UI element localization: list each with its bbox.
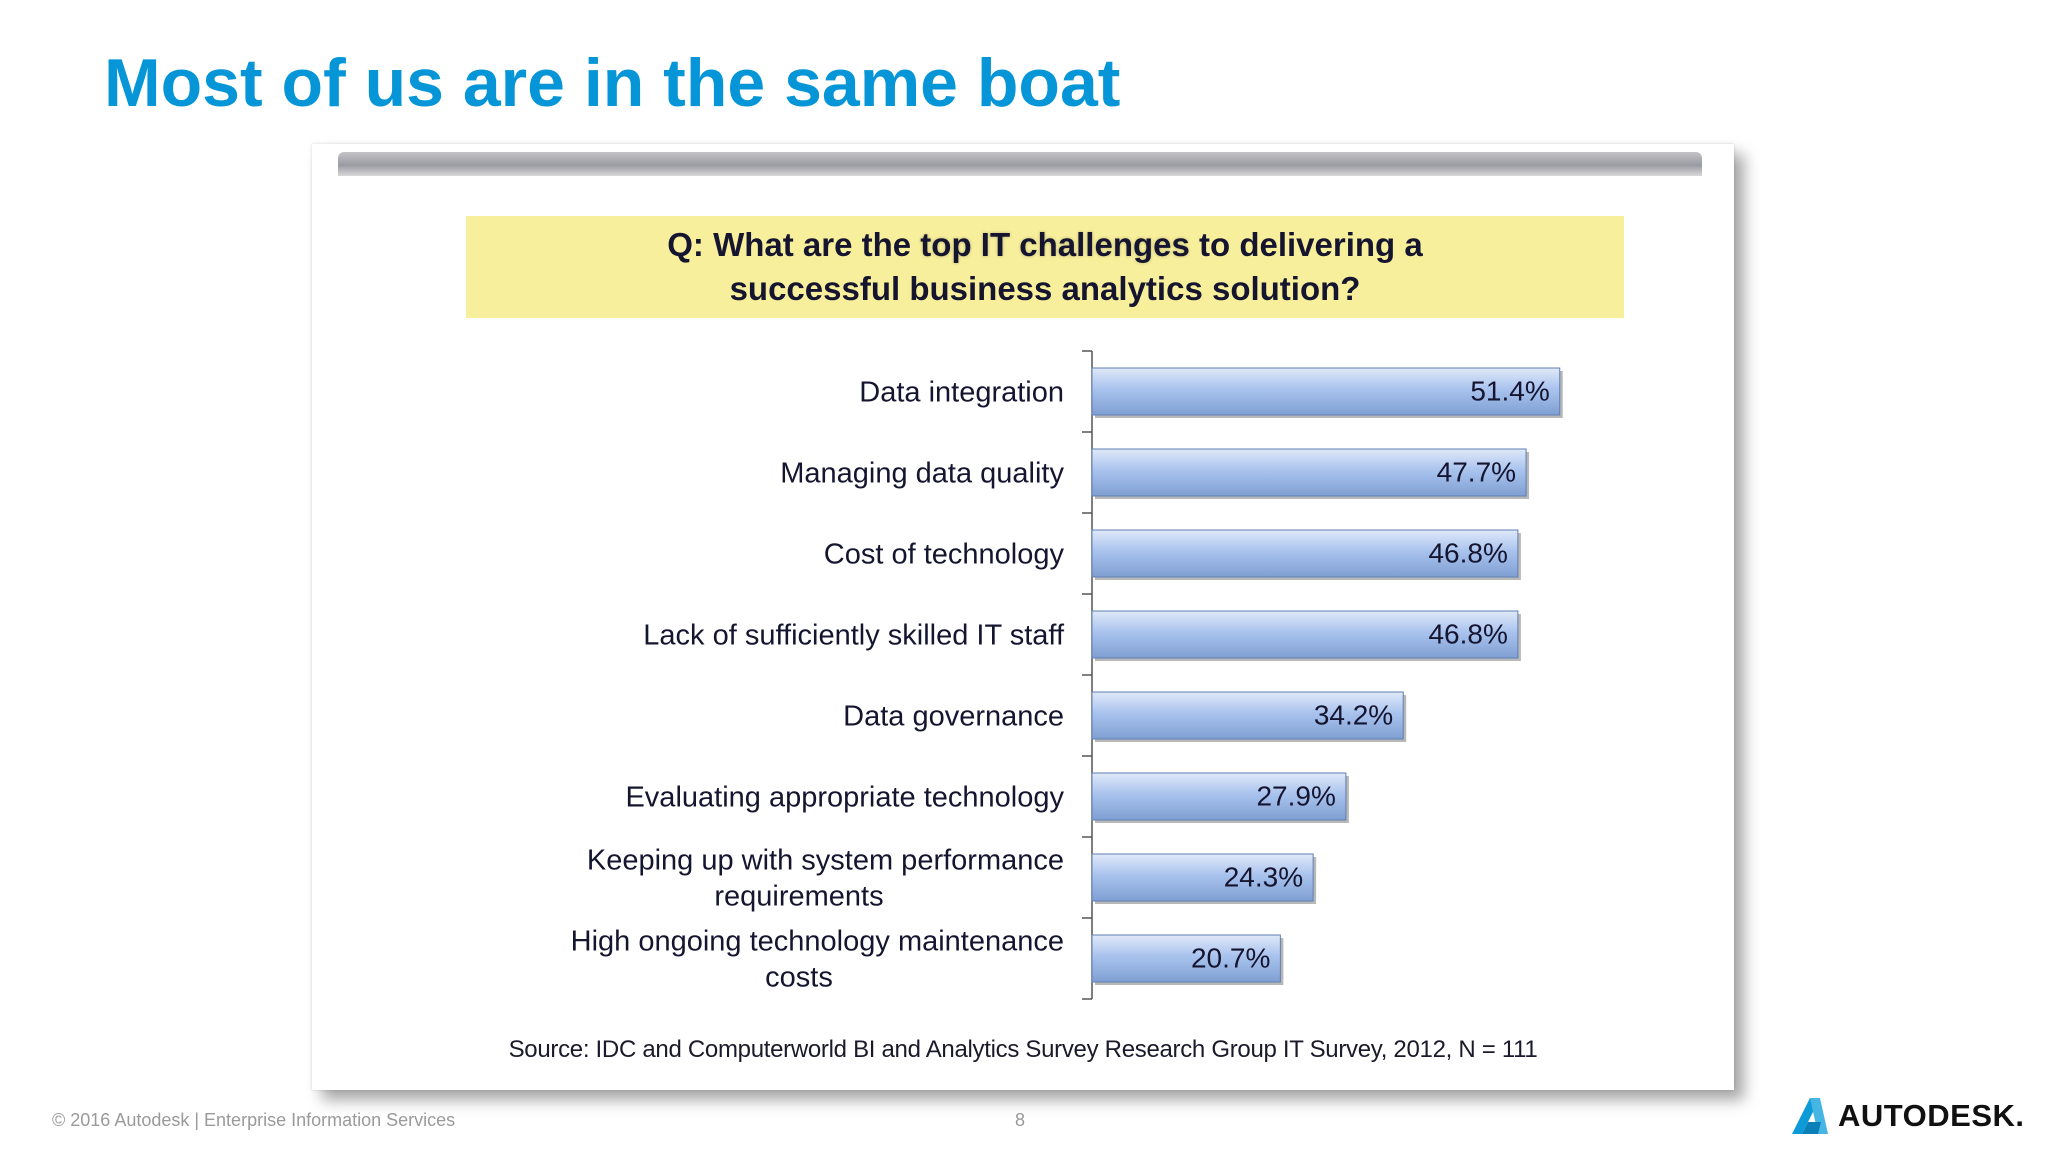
category-label: requirements (714, 881, 883, 913)
bar (1091, 529, 1519, 578)
category-label: Evaluating appropriate technology (625, 782, 1064, 814)
question-prefix: Q: What are the (667, 226, 921, 263)
category-label: Cost of technology (824, 539, 1065, 571)
bar (1091, 853, 1314, 902)
bar-value-label: 20.7% (1191, 943, 1270, 974)
bar-chart: 51.4% Data integration 47.7% Managing data … (571, 350, 1563, 1000)
category-label: Data governance (843, 701, 1064, 733)
category-label: Keeping up with system performance (587, 845, 1064, 877)
question-suffix: to delivering a (1189, 226, 1423, 263)
bar (1091, 610, 1519, 659)
question-highlight: top IT challenges (920, 226, 1190, 263)
question-line-2: successful business analytics solution? (729, 270, 1361, 307)
autodesk-logo: AUTODESK. (1790, 1096, 2025, 1136)
bar-value-label: 24.3% (1224, 862, 1303, 893)
question-text: Q: What are the top IT challenges to del… (667, 223, 1422, 311)
category-label: costs (765, 962, 833, 994)
bar (1091, 367, 1561, 416)
category-label: Lack of sufficiently skilled IT staff (643, 620, 1065, 652)
chart-panel: Q: What are the top IT challenges to del… (312, 144, 1734, 1090)
source-note: Source: IDC and Computerworld BI and Ana… (508, 1036, 1538, 1063)
bar (1091, 934, 1281, 983)
page-number: 8 (1015, 1110, 1026, 1130)
question-box: Q: What are the top IT challenges to del… (466, 216, 1624, 318)
logo-text: AUTODESK. (1838, 1098, 2025, 1133)
bar (1091, 448, 1527, 497)
bar (1091, 691, 1404, 740)
autodesk-a-icon (1792, 1098, 1828, 1134)
footer-copyright: © 2016 Autodesk | Enterprise Information… (52, 1110, 456, 1130)
bar-value-label: 46.8% (1428, 619, 1507, 650)
bar (1091, 772, 1347, 821)
slide-title: Most of us are in the same boat (104, 45, 1121, 121)
panel-top-bar (338, 152, 1702, 176)
category-label: High ongoing technology maintenance (571, 926, 1064, 958)
bar-value-label: 47.7% (1437, 457, 1516, 488)
category-label: Data integration (859, 377, 1064, 409)
bar-value-label: 51.4% (1470, 376, 1549, 407)
bar-value-label: 46.8% (1428, 538, 1507, 569)
category-label: Managing data quality (780, 458, 1064, 490)
bar-value-label: 27.9% (1256, 781, 1335, 812)
bar-value-label: 34.2% (1314, 700, 1393, 731)
